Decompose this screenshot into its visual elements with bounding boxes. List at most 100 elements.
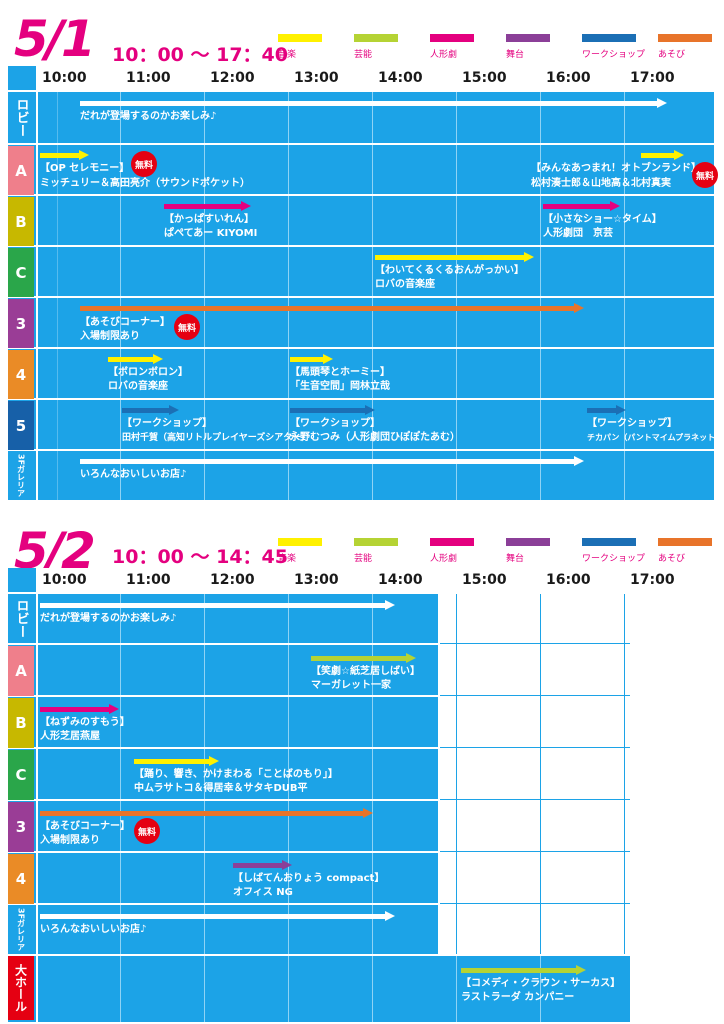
event-a1-title: 【OP セレモニー】	[40, 163, 130, 174]
day2-hour: 17:00	[630, 572, 675, 588]
day2-schedule-table: 10:00 11:00 12:00 13:00 14:00 15:00 16:0…	[8, 568, 675, 1022]
row-label-3: 3	[8, 802, 34, 852]
row-label-b: B	[8, 197, 34, 246]
legend-stage-arrow	[506, 34, 550, 42]
day2-legend: 音楽 芸能 人形劇 舞台 ワークショップ あそび	[278, 538, 718, 568]
legend-workshop-arrow	[582, 34, 636, 42]
event-c1-performer: 中ムラサトコ＆得居幸＆サタキDUB平	[134, 783, 308, 794]
unused-time-area	[438, 592, 630, 954]
day1-section: 5/1 10：00 〜 17：40 音楽 芸能 人形劇 舞台 ワークショップ あ…	[0, 0, 724, 505]
event-a1-performer: マーガレット一家	[311, 680, 391, 691]
row-separator	[8, 449, 714, 451]
row-separator	[438, 851, 630, 852]
day2-hour: 16:00	[546, 572, 591, 588]
event-3-title: 【あそびコーナー】	[40, 821, 130, 832]
day1-legend: 音楽 芸能 人形劇 舞台 ワークショップ あそび	[278, 34, 718, 64]
grid-line	[540, 90, 541, 500]
grid-line	[36, 568, 38, 1022]
grid-line	[204, 592, 205, 1022]
legend-music-arrow	[278, 538, 322, 546]
event-b2-performer: 人形劇団 京芸	[543, 228, 613, 239]
legend-play-arrow	[658, 538, 712, 546]
event-5b-title: 【ワークショップ】	[290, 418, 380, 429]
bar-gallery	[80, 456, 584, 466]
event-b1-performer: 人形芝居燕屋	[40, 731, 100, 742]
bar-5c	[587, 405, 626, 415]
day2-section: 5/2 10：00 〜 14：45 音楽 芸能 人形劇 舞台 ワークショップ あ…	[0, 516, 724, 1022]
row-separator	[8, 747, 438, 749]
day2-hour: 14:00	[378, 572, 423, 588]
grid-line	[120, 592, 121, 1022]
bar-5a	[122, 405, 179, 415]
legend-play: あそび	[658, 554, 686, 564]
event-b2-title: 【小さなショー☆タイム】	[543, 214, 662, 225]
legend-puppet: 人形劇	[430, 554, 458, 564]
day1-hour: 11:00	[126, 70, 171, 86]
row-label-c: C	[8, 248, 34, 297]
grid-line	[288, 90, 289, 500]
event-5c-title: 【ワークショップ】	[587, 418, 677, 429]
event-gallery: いろんなおいしいお店♪	[80, 469, 187, 480]
event-hall-performer: ラストラーダ カンパニー	[461, 992, 575, 1003]
bar-a1	[311, 653, 416, 663]
row-label-gallery: 3Fガレリア	[8, 906, 34, 954]
free-badge: 無料	[131, 151, 157, 177]
legend-music-arrow	[278, 34, 322, 42]
legend-puppet-arrow	[430, 538, 474, 546]
free-badge: 無料	[134, 818, 160, 844]
event-a2-performer: 松村湊士郎＆山地高＆北村真実	[531, 178, 671, 189]
event-3-title: 【あそびコーナー】	[80, 317, 170, 328]
row-separator	[8, 245, 714, 247]
event-4a-title: 【ボロンボロン】	[108, 367, 188, 378]
legend-workshop: ワークショップ	[582, 50, 646, 60]
legend-geino-arrow	[354, 34, 398, 42]
row-separator	[8, 143, 714, 145]
event-c1-performer: ロバの音楽座	[375, 279, 435, 290]
row-label-lobby: ロビー	[8, 594, 34, 643]
day1-hour: 12:00	[210, 70, 255, 86]
row-separator	[8, 903, 438, 905]
day2-hour: 12:00	[210, 572, 255, 588]
legend-music: 音楽	[278, 50, 297, 60]
grid-line	[540, 954, 541, 1022]
day1-hour: 14:00	[378, 70, 423, 86]
bar-lobby	[80, 98, 667, 108]
event-b1-performer: ぱぺてあー KIYOMI	[164, 228, 258, 239]
free-badge: 無料	[174, 314, 200, 340]
event-b1-title: 【かっぱすいれん】	[164, 214, 254, 225]
day1-hour: 13:00	[294, 70, 339, 86]
bar-gallery	[40, 911, 395, 921]
row-label-4: 4	[8, 854, 34, 904]
bar-lobby	[40, 600, 395, 610]
bar-3	[40, 808, 373, 818]
row-separator	[438, 747, 630, 748]
event-lobby: だれが登場するのかお楽しみ♪	[40, 613, 177, 624]
bar-b1	[40, 704, 119, 714]
event-hall-title: 【コメディ・クラウン・サーカス】	[461, 978, 621, 989]
event-4-title: 【しばてんおりょう compact】	[233, 873, 385, 884]
grid-line	[456, 90, 457, 500]
row-label-a: A	[8, 646, 34, 696]
day1-hour: 17:00	[630, 70, 675, 86]
row-label-lobby: ロビー	[8, 92, 34, 143]
day2-hour: 10:00	[42, 572, 87, 588]
event-4b-title: 【馬頭琴とホーミー】	[290, 367, 390, 378]
legend-stage-arrow	[506, 538, 550, 546]
legend-geino-arrow	[354, 538, 398, 546]
grid-line	[438, 592, 440, 954]
event-5b-performer: 永野むつみ（人形劇団ひぽぽたあむ）	[290, 432, 460, 443]
event-gallery: いろんなおいしいお店♪	[40, 924, 147, 935]
row-separator	[8, 194, 714, 196]
legend-stage: 舞台	[506, 50, 525, 60]
row-label-gallery: 3Fガレリア	[8, 452, 34, 500]
bar-c1	[134, 756, 219, 766]
bar-a2	[641, 150, 684, 160]
row-separator	[8, 398, 714, 400]
bar-3	[80, 303, 584, 313]
grid-line	[288, 592, 289, 1022]
legend-stage: 舞台	[506, 554, 525, 564]
day2-hour: 11:00	[126, 572, 171, 588]
grid-line	[57, 90, 58, 500]
day1-time-range: 10：00 〜 17：40	[112, 44, 288, 66]
grid-line	[540, 592, 541, 954]
